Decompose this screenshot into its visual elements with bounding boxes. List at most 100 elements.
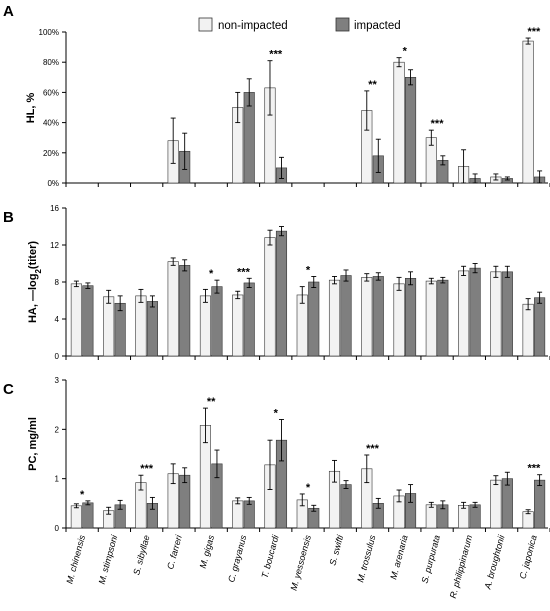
category-label: S. swifti bbox=[328, 533, 346, 567]
bar-impacted bbox=[82, 502, 94, 529]
y-axis-title-a: HL, % bbox=[25, 93, 37, 124]
bar-impacted bbox=[437, 279, 449, 357]
bar-impacted bbox=[211, 286, 223, 357]
category-label: S. purpurata bbox=[420, 534, 442, 584]
y-tick-label: 0 bbox=[55, 352, 60, 361]
category-label: S. sibyllae bbox=[131, 534, 151, 576]
category-label: C. farreri bbox=[165, 533, 184, 570]
bar-non-impacted bbox=[393, 283, 405, 357]
bar-impacted bbox=[179, 474, 191, 529]
significance-marker: ** bbox=[207, 396, 216, 408]
bar-non-impacted bbox=[199, 295, 211, 357]
bar-non-impacted bbox=[522, 303, 534, 357]
significance-marker: *** bbox=[140, 463, 154, 475]
category-label: M. trossulus bbox=[355, 533, 377, 583]
bar-impacted bbox=[534, 297, 546, 357]
significance-marker: *** bbox=[366, 443, 380, 455]
bar-non-impacted bbox=[296, 294, 308, 357]
bar-impacted bbox=[179, 265, 191, 357]
significance-marker: ** bbox=[368, 79, 377, 91]
bar-impacted bbox=[243, 282, 255, 357]
significance-marker: *** bbox=[269, 49, 283, 61]
bar-impacted bbox=[275, 230, 288, 357]
category-label: T. boucardi bbox=[260, 533, 281, 579]
significance-marker: * bbox=[403, 46, 408, 58]
y-tick-label: 100% bbox=[39, 28, 59, 37]
y-tick-label: 3 bbox=[55, 376, 60, 385]
significance-marker: *** bbox=[527, 26, 541, 38]
bar-impacted bbox=[404, 77, 417, 184]
significance-marker: *** bbox=[431, 118, 445, 130]
bar-non-impacted bbox=[522, 40, 534, 184]
bar-impacted bbox=[340, 275, 352, 357]
legend-swatch-non-impacted bbox=[198, 17, 213, 32]
bar-non-impacted bbox=[458, 270, 470, 357]
bar-impacted bbox=[308, 281, 320, 357]
bar-impacted bbox=[404, 277, 417, 357]
bar-impacted bbox=[114, 302, 126, 357]
category-label: R. philippinarum bbox=[448, 533, 475, 599]
bar-non-impacted bbox=[393, 61, 405, 184]
y-tick-label: 80% bbox=[43, 58, 59, 67]
category-label: M. gigas bbox=[198, 533, 217, 569]
bar-non-impacted bbox=[522, 511, 534, 529]
panel-letter-a: A bbox=[3, 3, 14, 20]
y-tick-label: 0% bbox=[47, 179, 59, 188]
y-tick-label: 16 bbox=[50, 204, 59, 213]
category-label: C. japonica bbox=[517, 534, 538, 580]
y-tick-label: 40% bbox=[43, 119, 59, 128]
panel-letter-c: C bbox=[3, 381, 14, 398]
category-label: A. broughtonii bbox=[482, 533, 507, 591]
bar-non-impacted bbox=[167, 261, 179, 357]
y-tick-label: 8 bbox=[55, 278, 60, 287]
significance-marker: * bbox=[80, 489, 85, 501]
y-tick-label: 0 bbox=[55, 524, 60, 533]
y-tick-label: 4 bbox=[55, 315, 60, 324]
bar-impacted bbox=[243, 500, 255, 529]
bar-impacted bbox=[340, 484, 352, 529]
bar-non-impacted bbox=[135, 295, 147, 357]
bar-non-impacted bbox=[70, 505, 82, 529]
bar-impacted bbox=[469, 267, 481, 357]
bar-impacted bbox=[534, 479, 546, 529]
bar-non-impacted bbox=[361, 277, 373, 357]
legend-swatch-impacted bbox=[335, 17, 350, 32]
bar-non-impacted bbox=[425, 504, 437, 529]
y-axis-title-b: HA, —log2(titer) bbox=[27, 241, 43, 323]
category-label: M. arenaria bbox=[388, 534, 409, 581]
y-tick-label: 2 bbox=[55, 425, 60, 434]
y-axis-title-c: PC, mg/ml bbox=[27, 417, 39, 471]
significance-marker: * bbox=[209, 268, 214, 280]
category-label: M. stimpsoni bbox=[97, 533, 120, 585]
bar-non-impacted bbox=[103, 296, 115, 357]
bar-non-impacted bbox=[490, 479, 502, 529]
y-tick-label: 1 bbox=[55, 475, 60, 484]
y-tick-label: 60% bbox=[43, 88, 59, 97]
bar-non-impacted bbox=[70, 283, 82, 357]
bar-non-impacted bbox=[425, 280, 437, 357]
legend-label-non-impacted: non-impacted bbox=[218, 20, 288, 32]
significance-marker: * bbox=[274, 407, 279, 419]
significance-marker: * bbox=[306, 264, 311, 276]
bar-impacted bbox=[146, 301, 158, 357]
panel-letter-b: B bbox=[3, 209, 14, 226]
bar-impacted bbox=[82, 285, 94, 357]
significance-marker: *** bbox=[527, 463, 541, 475]
bar-non-impacted bbox=[232, 500, 244, 529]
bar-impacted bbox=[372, 276, 384, 357]
category-label: M. yessoensis bbox=[289, 533, 314, 591]
bar-non-impacted bbox=[490, 271, 502, 357]
bar-impacted bbox=[469, 504, 481, 529]
legend: non-impacted impacted bbox=[198, 17, 401, 32]
y-axis-title-b-tail: (titer) bbox=[27, 241, 39, 269]
bar-non-impacted bbox=[264, 237, 276, 357]
category-label: C. grayanus bbox=[226, 533, 248, 583]
bar-impacted bbox=[501, 271, 513, 357]
y-tick-label: 12 bbox=[50, 241, 59, 250]
y-axis-title-b-sub: 2 bbox=[34, 269, 43, 274]
bar-non-impacted bbox=[232, 294, 244, 357]
